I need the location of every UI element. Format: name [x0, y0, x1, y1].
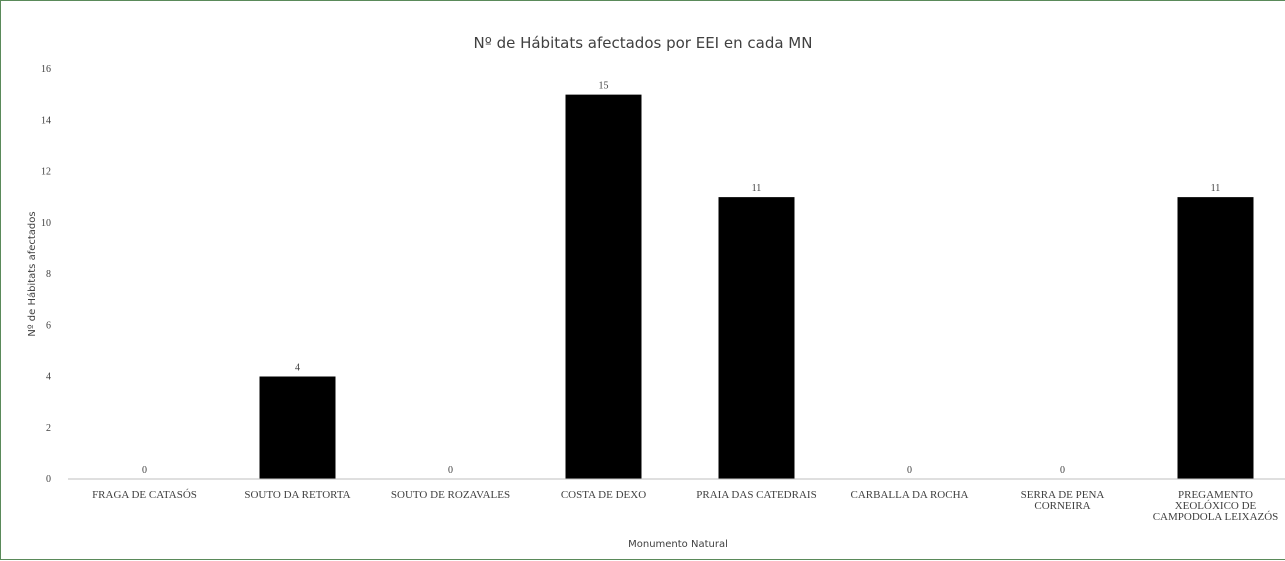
y-axis-label: Nº de Hábitats afectados [26, 211, 38, 336]
x-tick-label: PREGAMENTO XEOLÓXICO DE CAMPODOLA LEIXAZÓS [1153, 489, 1279, 523]
x-axis-ticks: FRAGA DE CATASÓS SOUTO DA RETORTA SOUTO DE… [92, 489, 1278, 523]
data-label: 15 [599, 81, 609, 92]
x-tick-label: SOUTO DE ROZAVALES [391, 489, 510, 501]
data-label: 0 [1060, 465, 1065, 476]
x-tick-label: CARBALLA DA ROCHA [851, 489, 969, 501]
y-tick-label: 16 [41, 64, 51, 75]
data-label: 0 [142, 465, 147, 476]
y-tick-label: 14 [41, 115, 51, 126]
data-label: 11 [1211, 183, 1221, 194]
x-tick-label: SERRA DE PENA CORNEIRA [1021, 489, 1105, 512]
data-label: 11 [752, 183, 762, 194]
x-tick-label: COSTA DE DEXO [561, 489, 646, 501]
y-tick-label: 4 [46, 372, 51, 383]
bars [259, 94, 1254, 479]
bar [565, 94, 642, 479]
data-label: 0 [448, 465, 453, 476]
bar [259, 376, 336, 479]
y-axis-ticks: 0 2 4 6 8 10 12 14 16 [41, 64, 51, 485]
x-tick-label: SOUTO DA RETORTA [244, 489, 350, 501]
y-tick-label: 0 [46, 474, 51, 485]
y-tick-label: 2 [46, 423, 51, 434]
y-tick-label: 6 [46, 320, 51, 331]
x-axis-label: Monumento Natural [628, 539, 728, 550]
data-label: 4 [295, 363, 300, 374]
y-tick-label: 12 [41, 167, 51, 178]
x-tick-label: PRAIA DAS CATEDRAIS [696, 489, 816, 501]
bar [718, 197, 795, 479]
x-tick-label: FRAGA DE CATASÓS [92, 489, 197, 501]
chart-title: Nº de Hábitats afectados por EEI en cada… [474, 34, 813, 52]
data-label: 0 [907, 465, 912, 476]
y-tick-label: 10 [41, 218, 51, 229]
data-labels: 0 4 0 15 11 0 0 11 [142, 81, 1220, 476]
bar [1177, 197, 1254, 479]
y-tick-label: 8 [46, 269, 51, 280]
